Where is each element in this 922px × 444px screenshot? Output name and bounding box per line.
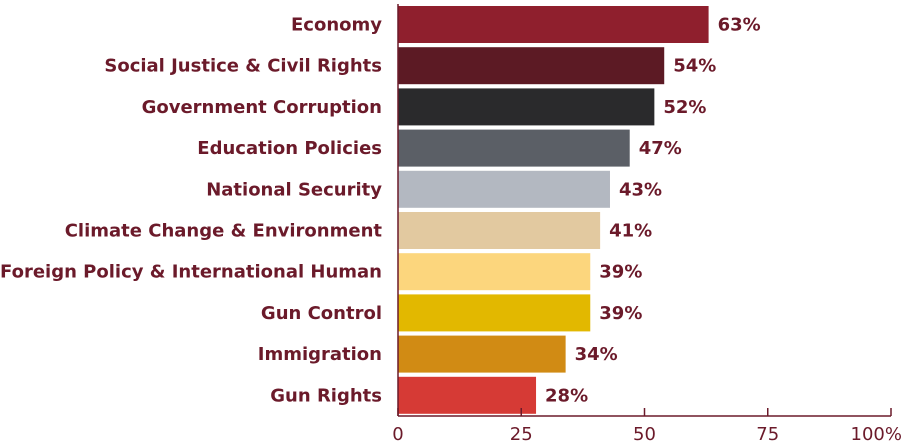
value-label: 47% [639,138,682,159]
x-tick-label: 75 [756,424,779,444]
category-labels-group: Economy Social Justice & Civil Rights Gove… [0,15,382,407]
x-tick-label: 0 [392,424,403,444]
x-axis: 0 25 50 75 100% [392,4,902,444]
category-label: Economy [291,15,382,36]
value-label: 39% [599,303,642,324]
bar [398,253,591,291]
bar [398,88,655,126]
x-tick-label: 50 [633,424,656,444]
category-label: Gun Control [261,303,382,324]
category-label: Social Justice & Civil Rights [104,56,382,77]
value-label: 34% [575,344,618,365]
category-label: Climate Change & Environment [65,221,383,242]
x-tick-label: 100% [851,424,902,444]
value-label: 52% [663,97,706,118]
value-label: 63% [718,15,761,36]
bar [398,170,610,208]
bar [398,376,537,414]
category-label: Immigration [258,344,382,365]
category-label: Education Policies [197,138,382,159]
bar [398,6,709,43]
value-label: 43% [619,179,662,200]
bars-group [398,6,709,414]
bar [398,212,601,249]
category-label: Foreign Policy & International Human [0,262,382,283]
category-label: Government Corruption [142,97,382,118]
x-tick-label: 25 [510,424,533,444]
category-label: National Security [206,179,382,200]
value-labels-group: 63%54% 52% 47% 43% 41% 39% 39% 34% 28% [545,15,761,407]
value-label: 54% [673,56,716,77]
value-label: 28% [545,385,588,406]
bar [398,294,591,332]
value-label: 39% [599,262,642,283]
bar [398,129,630,167]
bar [398,335,566,373]
category-label: Gun Rights [270,385,382,406]
bar [398,47,665,85]
value-label: 41% [609,221,652,242]
